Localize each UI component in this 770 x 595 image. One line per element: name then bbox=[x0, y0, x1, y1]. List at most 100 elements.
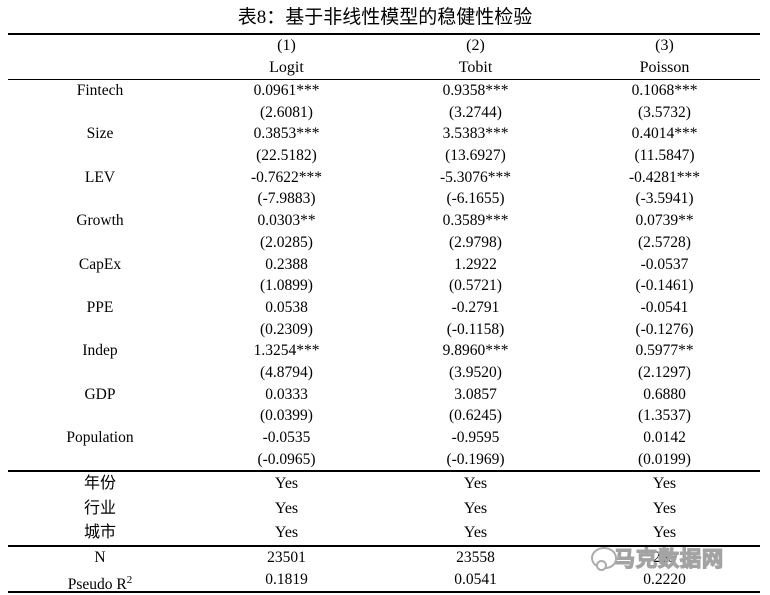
tstat-cell: (-3.5941) bbox=[635, 190, 694, 208]
tstat-cell: (-0.1969) bbox=[446, 450, 505, 468]
tstat-cell: (0.2309) bbox=[260, 320, 313, 338]
n-value: 23558 bbox=[456, 549, 495, 567]
coef-cell: -0.9595 bbox=[451, 429, 500, 446]
tstat-row: (2.6081) (3.2744) (3.5732) bbox=[8, 102, 760, 124]
label-spacer bbox=[8, 449, 192, 471]
tstat-cell: (-0.1276) bbox=[635, 320, 694, 338]
header-spacer bbox=[8, 35, 192, 57]
coef-cell: 0.4014*** bbox=[631, 125, 698, 143]
pseudo-r2-value: 0.2220 bbox=[643, 571, 686, 589]
tstat-cell: (2.1297) bbox=[638, 363, 691, 381]
tstat-cell: (0.5721) bbox=[449, 277, 502, 295]
tstat-row: (4.8794) (3.9520) (2.1297) bbox=[8, 362, 760, 384]
fe-label: 年份 bbox=[83, 475, 116, 493]
label-spacer bbox=[8, 145, 192, 167]
label-spacer bbox=[8, 188, 192, 210]
tstat-cell: (2.0285) bbox=[260, 233, 313, 251]
fe-value: Yes bbox=[463, 475, 488, 493]
coef-cell: 0.0739** bbox=[635, 212, 694, 230]
n-row: N 23501 23558 235 bbox=[8, 547, 760, 569]
variable-label: Population bbox=[66, 429, 134, 446]
coef-cell: 0.2388 bbox=[265, 255, 308, 273]
regression-table: (1) (2) (3) Logit Tobit Poisson Fintech … bbox=[8, 33, 760, 593]
coef-cell: 0.0333 bbox=[265, 385, 308, 403]
tstat-cell: (0.6245) bbox=[449, 407, 502, 425]
tstat-row: (0.2309) (-0.1158) (-0.1276) bbox=[8, 319, 760, 341]
tstat-cell: (-0.1158) bbox=[446, 320, 505, 338]
label-spacer bbox=[8, 232, 192, 254]
tstat-cell: (2.9798) bbox=[449, 233, 502, 251]
tstat-cell: (-0.1461) bbox=[635, 277, 694, 295]
coef-cell: 0.0961*** bbox=[253, 82, 320, 99]
coef-cell: 0.3589*** bbox=[442, 212, 509, 230]
coef-cell: 0.0538 bbox=[265, 298, 308, 316]
pseudo-r2-value: 0.0541 bbox=[454, 571, 497, 589]
coef-row: Indep 1.3254*** 9.8960*** 0.5977** bbox=[8, 340, 760, 362]
coef-cell: -0.0537 bbox=[640, 255, 689, 273]
fe-value: Yes bbox=[652, 499, 677, 517]
fe-value: Yes bbox=[652, 475, 677, 493]
coef-cell: 0.3853*** bbox=[253, 125, 320, 143]
column-number: (3) bbox=[655, 37, 674, 54]
coef-cell: 1.2922 bbox=[454, 255, 497, 273]
table-title: 表8：基于非线性模型的稳健性检验 bbox=[237, 7, 533, 28]
coefficients-section: Fintech 0.0961*** 0.9358*** 0.1068*** (2… bbox=[8, 80, 760, 470]
pseudo-r2-row: Pseudo R2 0.1819 0.0541 0.2220 bbox=[8, 569, 760, 594]
fe-value: Yes bbox=[274, 523, 299, 541]
coef-row: PPE 0.0538 -0.2791 -0.0541 bbox=[8, 297, 760, 319]
coef-cell: 0.5977** bbox=[635, 342, 694, 360]
tstat-cell: (1.0899) bbox=[260, 277, 313, 295]
variable-label: LEV bbox=[84, 168, 116, 186]
coef-cell: 9.8960*** bbox=[442, 342, 509, 360]
tstat-cell: (4.8794) bbox=[260, 363, 313, 381]
fe-row-city: 城市 Yes Yes Yes bbox=[8, 521, 760, 545]
label-spacer bbox=[8, 275, 192, 297]
coef-row: Size 0.3853*** 3.5383*** 0.4014*** bbox=[8, 123, 760, 145]
fe-value: Yes bbox=[652, 523, 677, 541]
column-number: (2) bbox=[466, 37, 485, 54]
coef-row: LEV -0.7622*** -5.3076*** -0.4281*** bbox=[8, 167, 760, 189]
tstat-cell: (0.0399) bbox=[260, 407, 313, 425]
variable-label: Indep bbox=[82, 342, 118, 360]
fe-value: Yes bbox=[463, 499, 488, 517]
coef-cell: -0.0535 bbox=[262, 429, 311, 446]
coef-row: CapEx 0.2388 1.2922 -0.0537 bbox=[8, 254, 760, 276]
variable-label: Fintech bbox=[76, 82, 124, 99]
variable-label: CapEx bbox=[78, 255, 122, 273]
label-spacer bbox=[8, 405, 192, 427]
tstat-row: (0.0399) (0.6245) (1.3537) bbox=[8, 405, 760, 427]
coef-cell: 0.0142 bbox=[643, 429, 686, 446]
column-number-row: (1) (2) (3) bbox=[8, 35, 760, 57]
fe-value: Yes bbox=[274, 499, 299, 517]
header-spacer bbox=[8, 57, 192, 79]
tstat-cell: (13.6927) bbox=[445, 147, 506, 165]
tstat-cell: (22.5182) bbox=[256, 147, 317, 165]
coef-row: Population -0.0535 -0.9595 0.0142 bbox=[8, 427, 760, 449]
coef-cell: 3.5383*** bbox=[442, 125, 509, 143]
fe-value: Yes bbox=[463, 523, 488, 541]
coef-row: Growth 0.0303** 0.3589*** 0.0739** bbox=[8, 210, 760, 232]
superscript: 2 bbox=[126, 574, 133, 587]
tstat-cell: (2.5728) bbox=[638, 233, 691, 251]
tstat-cell: (3.9520) bbox=[449, 363, 502, 381]
tstat-cell: (0.0199) bbox=[638, 450, 691, 468]
coef-cell: 3.0857 bbox=[454, 385, 497, 403]
model-name: Tobit bbox=[458, 59, 493, 76]
coef-cell: 0.6880 bbox=[643, 385, 686, 403]
tstat-cell: (-6.1655) bbox=[446, 190, 505, 208]
fe-row-year: 年份 Yes Yes Yes bbox=[8, 472, 760, 496]
label-spacer bbox=[8, 362, 192, 384]
tstat-cell: (-0.0965) bbox=[257, 450, 316, 468]
pseudo-r2-value: 0.1819 bbox=[265, 571, 308, 589]
n-value: 235 bbox=[652, 549, 677, 567]
coef-cell: -0.7622*** bbox=[250, 168, 323, 186]
variable-label: Growth bbox=[76, 212, 124, 230]
coef-cell: 0.0303** bbox=[257, 212, 316, 230]
variable-label: PPE bbox=[86, 298, 114, 316]
stat-label: Pseudo R2 bbox=[67, 574, 133, 594]
coef-cell: 1.3254*** bbox=[253, 342, 320, 360]
model-name-row: Logit Tobit Poisson bbox=[8, 57, 760, 79]
tstat-cell: (11.5847) bbox=[634, 147, 695, 165]
tstat-cell: (3.2744) bbox=[449, 103, 502, 121]
